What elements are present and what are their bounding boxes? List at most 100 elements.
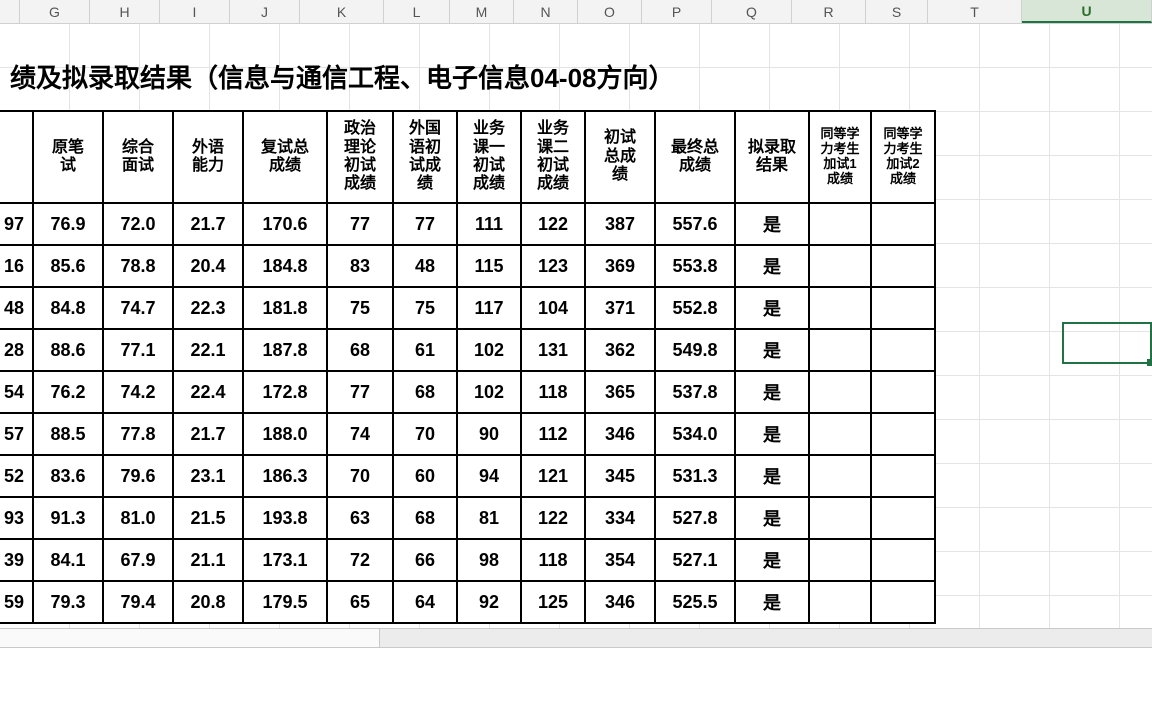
cell-9-h2[interactable]: 79.4 xyxy=(103,581,173,623)
cell-9-h6[interactable]: 64 xyxy=(393,581,457,623)
cell-7-h13[interactable] xyxy=(871,497,935,539)
cell-9-h1[interactable]: 79.3 xyxy=(33,581,103,623)
cell-9-h11[interactable]: 是 xyxy=(735,581,809,623)
cell-1-cut[interactable]: 16 xyxy=(0,245,33,287)
cell-0-h3[interactable]: 21.7 xyxy=(173,203,243,245)
cell-0-h2[interactable]: 72.0 xyxy=(103,203,173,245)
cell-4-h2[interactable]: 74.2 xyxy=(103,371,173,413)
cell-1-h2[interactable]: 78.8 xyxy=(103,245,173,287)
cell-6-h5[interactable]: 70 xyxy=(327,455,393,497)
cell-2-h2[interactable]: 74.7 xyxy=(103,287,173,329)
cell-5-h12[interactable] xyxy=(809,413,871,455)
cell-5-h8[interactable]: 112 xyxy=(521,413,585,455)
cell-4-cut[interactable]: 54 xyxy=(0,371,33,413)
cell-1-h8[interactable]: 123 xyxy=(521,245,585,287)
column-header-R[interactable]: R xyxy=(792,0,866,23)
cell-8-h4[interactable]: 173.1 xyxy=(243,539,327,581)
cell-8-h12[interactable] xyxy=(809,539,871,581)
cell-7-h6[interactable]: 68 xyxy=(393,497,457,539)
cell-2-h4[interactable]: 181.8 xyxy=(243,287,327,329)
cell-1-h5[interactable]: 83 xyxy=(327,245,393,287)
cell-9-h3[interactable]: 20.8 xyxy=(173,581,243,623)
cell-7-h7[interactable]: 81 xyxy=(457,497,521,539)
cell-9-cut[interactable]: 59 xyxy=(0,581,33,623)
active-cell-selection[interactable] xyxy=(1062,322,1152,364)
cell-1-h7[interactable]: 115 xyxy=(457,245,521,287)
cell-9-h9[interactable]: 346 xyxy=(585,581,655,623)
cell-2-h9[interactable]: 371 xyxy=(585,287,655,329)
cell-0-cut[interactable]: 97 xyxy=(0,203,33,245)
cell-6-h12[interactable] xyxy=(809,455,871,497)
cell-1-h4[interactable]: 184.8 xyxy=(243,245,327,287)
cell-2-h6[interactable]: 75 xyxy=(393,287,457,329)
cell-1-h12[interactable] xyxy=(809,245,871,287)
column-header-T[interactable]: T xyxy=(928,0,1022,23)
cell-0-h6[interactable]: 77 xyxy=(393,203,457,245)
column-header-G[interactable]: G xyxy=(20,0,90,23)
cell-7-h2[interactable]: 81.0 xyxy=(103,497,173,539)
cell-5-h11[interactable]: 是 xyxy=(735,413,809,455)
cell-4-h10[interactable]: 537.8 xyxy=(655,371,735,413)
cell-8-h2[interactable]: 67.9 xyxy=(103,539,173,581)
cell-1-h13[interactable] xyxy=(871,245,935,287)
cell-8-cut[interactable]: 39 xyxy=(0,539,33,581)
column-header-J[interactable]: J xyxy=(230,0,300,23)
cell-6-h4[interactable]: 186.3 xyxy=(243,455,327,497)
cell-2-h1[interactable]: 84.8 xyxy=(33,287,103,329)
cell-7-h10[interactable]: 527.8 xyxy=(655,497,735,539)
cell-8-h1[interactable]: 84.1 xyxy=(33,539,103,581)
cell-6-h10[interactable]: 531.3 xyxy=(655,455,735,497)
cell-8-h7[interactable]: 98 xyxy=(457,539,521,581)
cell-0-h13[interactable] xyxy=(871,203,935,245)
cell-2-h12[interactable] xyxy=(809,287,871,329)
sheet-tab-stub[interactable] xyxy=(0,629,380,647)
cell-7-h5[interactable]: 63 xyxy=(327,497,393,539)
cell-5-h4[interactable]: 188.0 xyxy=(243,413,327,455)
cell-3-h10[interactable]: 549.8 xyxy=(655,329,735,371)
cell-8-h11[interactable]: 是 xyxy=(735,539,809,581)
cell-2-h7[interactable]: 117 xyxy=(457,287,521,329)
cell-3-h1[interactable]: 88.6 xyxy=(33,329,103,371)
cell-0-h5[interactable]: 77 xyxy=(327,203,393,245)
cell-5-h7[interactable]: 90 xyxy=(457,413,521,455)
cell-4-h4[interactable]: 172.8 xyxy=(243,371,327,413)
cell-6-h2[interactable]: 79.6 xyxy=(103,455,173,497)
column-header-P[interactable]: P xyxy=(642,0,712,23)
cell-1-h1[interactable]: 85.6 xyxy=(33,245,103,287)
cell-0-h9[interactable]: 387 xyxy=(585,203,655,245)
cell-2-h5[interactable]: 75 xyxy=(327,287,393,329)
cell-4-h12[interactable] xyxy=(809,371,871,413)
cell-3-h9[interactable]: 362 xyxy=(585,329,655,371)
cell-0-h8[interactable]: 122 xyxy=(521,203,585,245)
cell-8-h3[interactable]: 21.1 xyxy=(173,539,243,581)
fill-handle[interactable] xyxy=(1147,359,1152,366)
cell-3-cut[interactable]: 28 xyxy=(0,329,33,371)
cell-7-h8[interactable]: 122 xyxy=(521,497,585,539)
cell-9-h8[interactable]: 125 xyxy=(521,581,585,623)
cell-5-h2[interactable]: 77.8 xyxy=(103,413,173,455)
cell-6-h7[interactable]: 94 xyxy=(457,455,521,497)
cell-6-cut[interactable]: 52 xyxy=(0,455,33,497)
cell-4-h9[interactable]: 365 xyxy=(585,371,655,413)
cell-9-h5[interactable]: 65 xyxy=(327,581,393,623)
cell-2-cut[interactable]: 48 xyxy=(0,287,33,329)
cell-0-h4[interactable]: 170.6 xyxy=(243,203,327,245)
cell-5-h9[interactable]: 346 xyxy=(585,413,655,455)
cell-8-h5[interactable]: 72 xyxy=(327,539,393,581)
cell-2-h3[interactable]: 22.3 xyxy=(173,287,243,329)
cell-3-h3[interactable]: 22.1 xyxy=(173,329,243,371)
cell-7-h1[interactable]: 91.3 xyxy=(33,497,103,539)
cell-9-h12[interactable] xyxy=(809,581,871,623)
cell-4-h13[interactable] xyxy=(871,371,935,413)
cell-7-h4[interactable]: 193.8 xyxy=(243,497,327,539)
cell-5-cut[interactable]: 57 xyxy=(0,413,33,455)
worksheet-grid[interactable]: 绩及拟录取结果（信息与通信工程、电子信息04-08方向） 原笔 试综合 面试外语… xyxy=(0,24,1152,648)
cell-9-h10[interactable]: 525.5 xyxy=(655,581,735,623)
cell-4-h11[interactable]: 是 xyxy=(735,371,809,413)
sheet-tab-bar[interactable] xyxy=(0,628,1152,648)
cell-1-h11[interactable]: 是 xyxy=(735,245,809,287)
cell-7-h12[interactable] xyxy=(809,497,871,539)
cell-9-h7[interactable]: 92 xyxy=(457,581,521,623)
cell-2-h13[interactable] xyxy=(871,287,935,329)
cell-6-h1[interactable]: 83.6 xyxy=(33,455,103,497)
